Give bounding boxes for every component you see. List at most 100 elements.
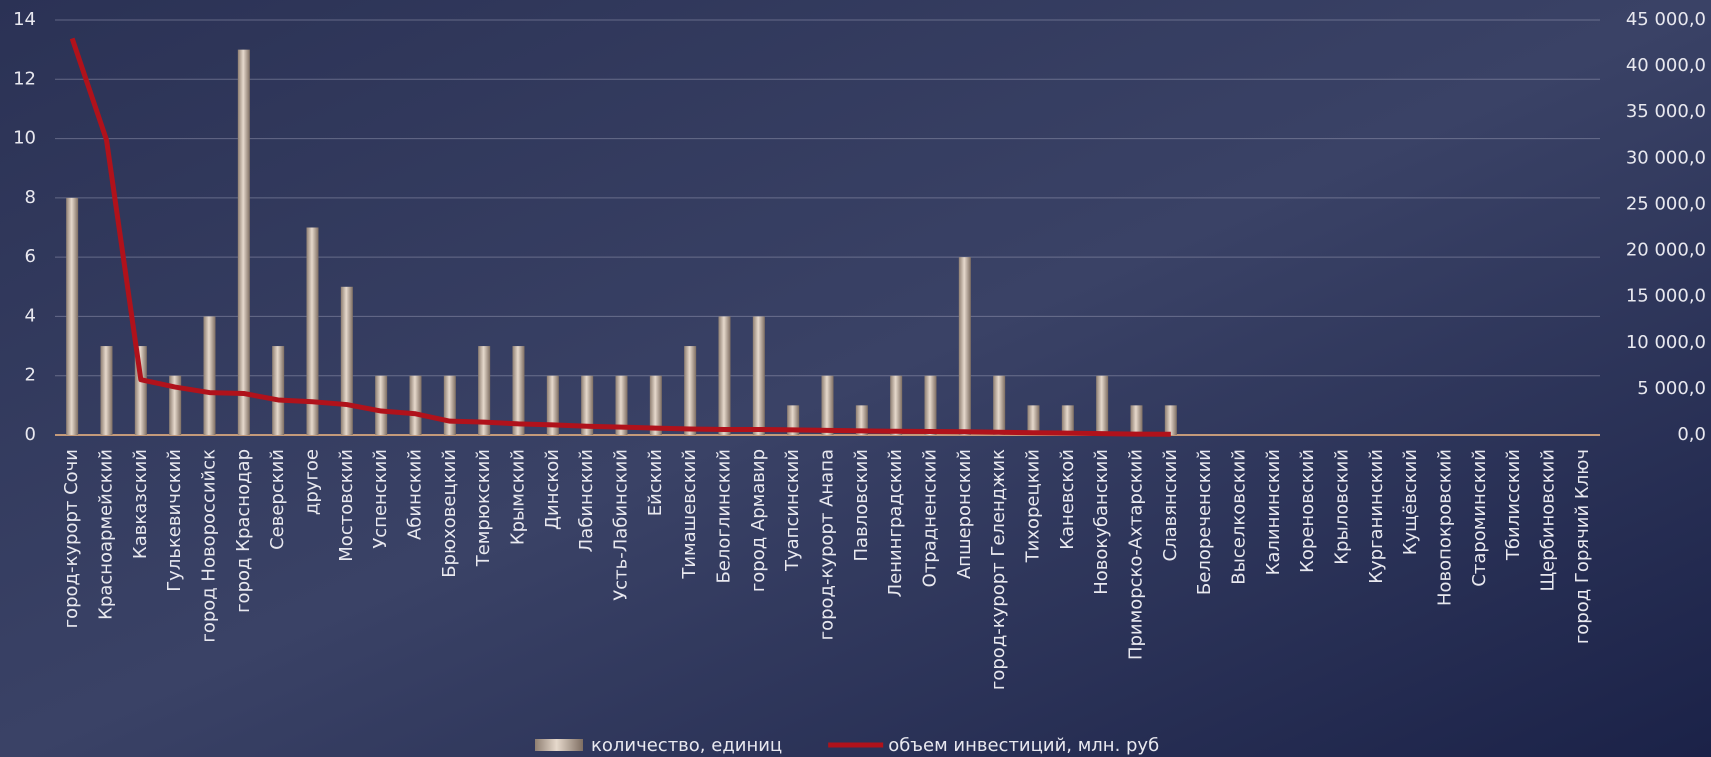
bar — [958, 257, 971, 435]
bar — [306, 227, 319, 435]
bar — [478, 346, 491, 435]
y2-tick-label: 30 000,0 — [1626, 147, 1706, 168]
x-tick-label: Тимашевский — [679, 449, 700, 580]
bar — [546, 375, 559, 435]
x-tick-label: Красноармейский — [96, 449, 117, 620]
x-tick-label: Славянский — [1160, 449, 1181, 561]
y2-tick-label: 0,0 — [1677, 424, 1706, 445]
bar — [512, 346, 525, 435]
x-tick-label: Староминский — [1469, 449, 1490, 587]
x-tick-label: Новокубанский — [1091, 449, 1112, 595]
y-tick-label: 0 — [25, 424, 36, 445]
x-tick-label: Приморско-Ахтарский — [1126, 449, 1147, 660]
x-tick-label: Кореновский — [1297, 449, 1318, 573]
x-tick-label: Курганинский — [1366, 449, 1387, 584]
bar — [409, 375, 422, 435]
y2-tick-label: 5 000,0 — [1637, 378, 1706, 399]
x-tick-label: город Новороссийск — [199, 449, 220, 643]
legend-swatch — [535, 739, 583, 751]
y2-tick-label: 40 000,0 — [1626, 55, 1706, 76]
legend-label: объем инвестиций, млн. руб — [888, 735, 1159, 756]
bar — [718, 316, 731, 435]
legend-label: количество, единиц — [591, 735, 782, 756]
bar — [66, 197, 79, 435]
y-tick-label: 10 — [13, 128, 36, 149]
x-tick-label: Ейский — [645, 449, 666, 516]
x-tick-label: город Армавир — [748, 449, 769, 592]
x-tick-label: Апшеронский — [954, 449, 975, 579]
bar — [1061, 405, 1074, 435]
bar — [1164, 405, 1177, 435]
x-tick-label: другое — [302, 449, 323, 515]
bar — [615, 375, 628, 435]
x-tick-label: Кущёвский — [1400, 449, 1421, 555]
x-tick-label: Крыловский — [1332, 449, 1353, 565]
bar — [169, 375, 182, 435]
y2-tick-label: 10 000,0 — [1626, 332, 1706, 353]
x-tick-label: Усть-Лабинский — [611, 449, 632, 601]
y2-tick-label: 35 000,0 — [1626, 101, 1706, 122]
y2-tick-label: 20 000,0 — [1626, 240, 1706, 261]
y-tick-label: 6 — [25, 246, 36, 267]
bar — [100, 346, 113, 435]
bar — [375, 375, 388, 435]
x-tick-label: город Краснодар — [233, 449, 254, 613]
x-tick-label: Павловский — [851, 449, 872, 561]
x-tick-label: Крымский — [508, 449, 529, 545]
bar — [1027, 405, 1040, 435]
line — [69, 37, 1171, 437]
x-tick-label: Щербиновский — [1538, 449, 1559, 592]
x-tick-label: Тбилисский — [1503, 449, 1524, 561]
x-tick-label: город-курорт Геленджик — [988, 449, 1009, 690]
bar — [752, 316, 765, 435]
bar — [237, 49, 250, 436]
bar — [821, 375, 834, 435]
x-tick-label: Новопокровский — [1435, 449, 1456, 606]
x-tick-label: Мостовский — [336, 449, 357, 562]
bar — [684, 346, 697, 435]
bar — [581, 375, 594, 435]
x-tick-label: Каневской — [1057, 449, 1078, 550]
x-tick-label: Успенский — [370, 449, 391, 549]
bar — [272, 346, 285, 435]
y-tick-label: 12 — [13, 68, 36, 89]
bar — [203, 316, 216, 435]
x-tick-label: Отрадненский — [920, 449, 941, 587]
bar — [855, 405, 868, 435]
x-tick-label: Выселковский — [1229, 449, 1250, 585]
x-tick-label: город-курорт Сочи — [61, 449, 82, 628]
bar — [890, 375, 903, 435]
bar — [649, 375, 662, 435]
y-tick-label: 4 — [25, 305, 36, 326]
y2-tick-label: 15 000,0 — [1626, 286, 1706, 307]
x-tick-label: Северский — [267, 449, 288, 550]
x-tick-label: Туапсинский — [782, 449, 803, 572]
x-tick-label: Белореченский — [1194, 449, 1215, 595]
y-tick-label: 14 — [13, 9, 36, 30]
y2-tick-label: 25 000,0 — [1626, 193, 1706, 214]
bar — [1096, 375, 1109, 435]
bar — [993, 375, 1006, 435]
x-tick-label: Гулькевичский — [164, 449, 185, 592]
x-tick-label: Темрюкский — [473, 449, 494, 567]
y-tick-label: 8 — [25, 187, 36, 208]
x-tick-label: Лабинский — [576, 449, 597, 552]
x-tick-label: Калининский — [1263, 449, 1284, 575]
x-tick-label: Ленинградский — [885, 449, 906, 597]
x-tick-label: Абинский — [405, 449, 426, 540]
bar — [1130, 405, 1143, 435]
x-tick-label: город Горячий Ключ — [1572, 449, 1593, 644]
bar — [924, 375, 937, 435]
x-tick-label: Тихорецкий — [1023, 449, 1044, 563]
x-tick-label: город-курорт Анапа — [817, 449, 838, 640]
x-tick-label: Белоглинский — [714, 449, 735, 584]
x-tick-label: Кавказский — [130, 449, 151, 559]
x-tick-label: Динской — [542, 449, 563, 530]
y-tick-label: 2 — [25, 365, 36, 386]
bar — [443, 375, 456, 435]
bar — [340, 286, 353, 435]
x-tick-label: Брюховецкий — [439, 449, 460, 578]
y2-tick-label: 45 000,0 — [1626, 9, 1706, 30]
